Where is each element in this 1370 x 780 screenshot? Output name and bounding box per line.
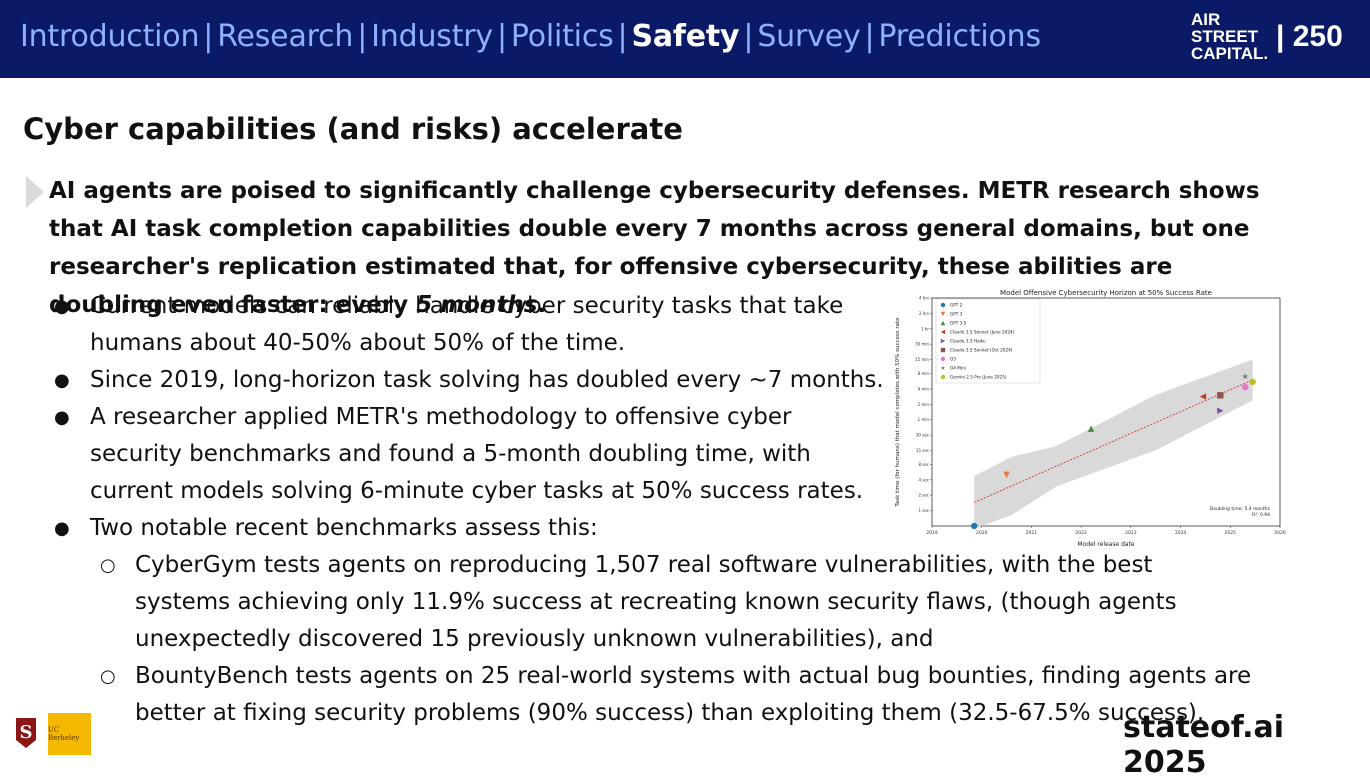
bullet-text: Since 2019, long-horizon task solving ha… (90, 367, 884, 393)
x-tick-label: 2021 (1026, 530, 1038, 536)
sub-bullet-item: BountyBench tests agents on 25 real-worl… (50, 658, 1330, 732)
nav-separator: | (617, 19, 628, 54)
legend-label: Claude 3.5 Sonnet (Oct 2024) (950, 348, 1013, 353)
nav-survey[interactable]: Survey (757, 19, 861, 54)
nav-industry[interactable]: Industry (371, 19, 493, 54)
bullet-text: Current models can reliably handle cyber… (90, 293, 844, 356)
x-tick-label: 2022 (1075, 530, 1087, 536)
plot-frame (931, 297, 1281, 527)
bullet-item: Two notable recent benchmarks assess thi… (50, 510, 1330, 547)
legend-label: GPT 3.5 (950, 321, 967, 326)
nav-predictions[interactable]: Predictions (878, 19, 1041, 54)
sub-bullet-text: CyberGym tests agents on reproducing 1,5… (135, 552, 1177, 652)
nav-introduction[interactable]: Introduction (20, 19, 200, 54)
legend-label: GPT 2 (950, 303, 963, 308)
legend-label: O4 Mini (950, 366, 966, 371)
data-point (1242, 373, 1249, 380)
bullet-text: A researcher applied METR's methodology … (90, 404, 864, 504)
y-axis-label: Task time (for humans) that model comple… (895, 317, 901, 508)
nav-research[interactable]: Research (217, 19, 354, 54)
nav-separator: | (357, 19, 368, 54)
data-point (971, 522, 978, 530)
nav-separator: | (864, 19, 875, 54)
chart-title: Model Offensive Cybersecurity Horizon at… (1000, 289, 1212, 297)
bullet-text: Two notable recent benchmarks assess thi… (90, 515, 598, 541)
data-point (940, 356, 946, 362)
legend-box (935, 298, 1041, 384)
x-tick-label: 2019 (926, 530, 938, 536)
y-tick-label: 4 sec (918, 477, 929, 482)
bullet-list: Current models can reliably handle cyber… (50, 288, 1330, 732)
legend-label: Claude 3.5 Sonnet (June 2024) (950, 330, 1015, 335)
y-tick-label: 2 min (918, 402, 930, 407)
footer-brand: stateof.ai 2025 (1123, 710, 1285, 780)
y-tick-label: 1 min (918, 417, 930, 422)
legend-label: Claude 3.5 Haiku (950, 339, 986, 344)
data-point (1087, 425, 1095, 432)
confidence-band (974, 359, 1253, 529)
bullet-item: A researcher applied METR's methodology … (50, 399, 1330, 510)
x-tick-label: 2026 (1274, 530, 1286, 536)
logo-line: STREET (1191, 27, 1259, 46)
svg-text:S: S (20, 722, 33, 743)
legend-label: Gemini 2.5 Pro (June 2025) (950, 375, 1007, 380)
x-tick-label: 2024 (1175, 530, 1187, 536)
data-point (1003, 471, 1010, 479)
bullet-item: Since 2019, long-horizon task solving ha… (50, 362, 1330, 399)
x-axis-label: Model release date (1077, 541, 1135, 548)
data-point (940, 374, 946, 380)
data-point (940, 302, 946, 308)
air-street-capital-logo: AIR STREET CAPITAL. (1191, 11, 1268, 62)
x-tick-label: 2025 (1225, 530, 1237, 536)
data-point (940, 311, 946, 317)
stanford-logo: S (16, 718, 36, 748)
data-point (940, 338, 946, 344)
y-tick-label: 8 sec (918, 462, 929, 467)
x-tick-label: 2023 (1125, 530, 1137, 536)
uc-berkeley-logo: UC Berkeley (48, 713, 91, 755)
trend-line (974, 379, 1253, 503)
annotation-r2: R²: 0.94 (1252, 512, 1270, 518)
slide-title: Cyber capabilities (and risks) accelerat… (23, 112, 683, 146)
logo-line: CAPITAL. (1191, 44, 1269, 63)
cyber-horizon-chart: Model Offensive Cybersecurity Horizon at… (888, 286, 1288, 548)
data-point (940, 329, 946, 335)
data-point (1217, 407, 1224, 414)
y-tick-label: 15 sec (916, 448, 929, 453)
data-point (1217, 392, 1224, 399)
nav-politics[interactable]: Politics (510, 19, 614, 54)
nav-separator: | (203, 19, 214, 54)
data-point (1242, 383, 1249, 391)
sub-bullet-text: BountyBench tests agents on 25 real-worl… (135, 663, 1252, 726)
y-tick-label: 4 hrs (919, 296, 929, 301)
legend-label: GPT 3 (950, 312, 963, 317)
y-tick-label: 2 hrs (919, 311, 929, 316)
y-tick-label: 1 sec (918, 508, 929, 513)
legend-label: O3 (950, 357, 956, 362)
data-point (940, 320, 946, 326)
y-tick-label: 30 sec (916, 433, 929, 438)
bullet-item: Current models can reliably handle cyber… (50, 288, 1330, 362)
page-number: | 250 (1276, 20, 1343, 53)
nav-separator: | (496, 19, 507, 54)
x-tick-label: 2020 (976, 530, 988, 536)
section-nav: Introduction | Research | Industry | Politics |… (20, 19, 1041, 54)
y-tick-label: 15 min (915, 357, 929, 362)
data-point (1199, 393, 1207, 400)
y-tick-label: 30 min (915, 342, 929, 347)
nav-safety[interactable]: Safety (631, 19, 740, 54)
y-tick-label: 4 min (918, 386, 930, 391)
logo-line: AIR (1191, 10, 1221, 29)
nav-separator: | (743, 19, 754, 54)
annotation-doubling: Doubling time: 5.4 months (1210, 506, 1271, 512)
data-point (1249, 378, 1256, 386)
top-navigation-bar: Introduction | Research | Industry | Politics |… (0, 0, 1370, 78)
data-point (940, 347, 946, 353)
y-tick-label: 8 min (918, 371, 930, 376)
sub-bullet-item: CyberGym tests agents on reproducing 1,5… (50, 547, 1330, 658)
y-tick-label: 2 sec (918, 493, 929, 498)
lead-arrow-icon (26, 176, 44, 208)
data-point (940, 365, 946, 370)
y-tick-label: 1 hr (921, 326, 929, 331)
